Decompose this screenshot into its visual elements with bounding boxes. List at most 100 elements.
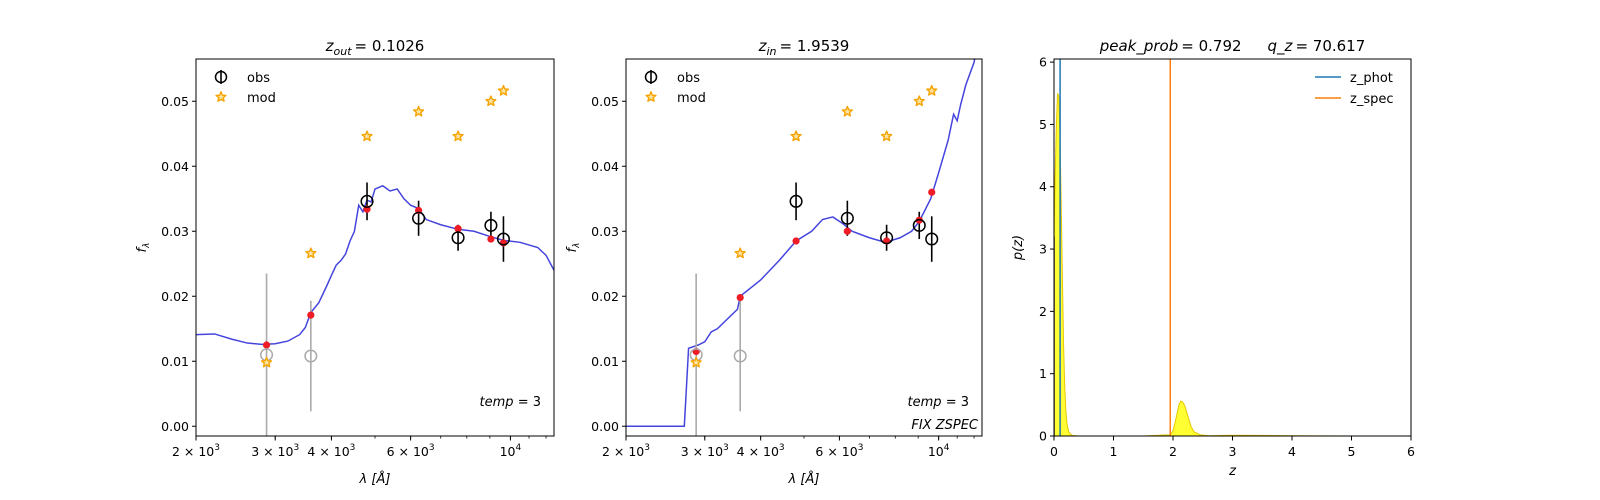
- mod-star: [734, 247, 746, 259]
- legend-label-obs: obs: [247, 71, 270, 86]
- legend-marker-mod: [645, 91, 657, 102]
- xlabel-post: ]: [384, 472, 390, 487]
- annotation-var: temp: [908, 395, 942, 410]
- y-tick-label: 0.04: [161, 159, 189, 174]
- title-var-qz: q_z: [1268, 37, 1294, 56]
- panel-title: peak_prob = 0.792 q_z = 70.617: [1099, 37, 1366, 56]
- y-tick-label: 6: [1039, 55, 1047, 70]
- ylabel-sub: λ: [142, 243, 152, 249]
- model-flux-point: [928, 188, 936, 196]
- model-flux-point: [843, 227, 851, 235]
- y-tick-label: 0.00: [161, 419, 189, 434]
- y-tick-label: 0.05: [591, 94, 619, 109]
- annotation-value: = 3: [514, 395, 541, 410]
- x-tick-label: 104: [500, 443, 522, 459]
- y-tick-label: 2: [1039, 304, 1047, 319]
- obs-point: [789, 194, 803, 208]
- plot-area: [1054, 59, 1352, 436]
- x-tick-label: 6: [1407, 444, 1415, 459]
- y-axis-label: p(z): [1011, 235, 1026, 261]
- mod-star: [913, 95, 925, 107]
- x-tick-label: 1: [1110, 444, 1118, 459]
- x-tick-label: 0: [1050, 444, 1058, 459]
- ylabel-var: f: [565, 245, 580, 252]
- x-tick-exponent: 3: [723, 443, 729, 453]
- x-tick-mantissa: 3 × 10: [681, 444, 723, 459]
- obs-point: [496, 232, 510, 246]
- mod-star: [497, 84, 510, 96]
- obs-point: [412, 211, 426, 225]
- sed-model-line: [196, 184, 554, 346]
- obs-point: [484, 218, 498, 232]
- model-flux-point: [454, 225, 462, 233]
- mod-star: [880, 130, 893, 142]
- xlabel-pre: λ [: [359, 472, 378, 487]
- ylabel-var: f: [135, 245, 150, 252]
- x-axis-label: λ [Å]: [359, 471, 391, 487]
- title-var-peak-prob: peak_prob: [1099, 37, 1179, 56]
- xlabel-unit: Å: [375, 471, 385, 487]
- mod-star: [485, 95, 497, 107]
- x-tick-exponent: 3: [429, 443, 435, 453]
- y-tick-label: 1: [1039, 366, 1047, 381]
- legend-label-z-phot: z_phot: [1350, 71, 1393, 86]
- y-tick-label: 0.02: [161, 289, 189, 304]
- sed-panel-zout: zout = 0.1026 λ [Å] fλ obs mod temp = 3 0…: [135, 37, 555, 487]
- x-tick-label: 2 × 103: [602, 443, 650, 459]
- x-tick-mantissa: 10: [500, 444, 516, 459]
- model-flux-point: [487, 235, 495, 243]
- x-tick-mantissa: 3 × 10: [251, 444, 293, 459]
- x-tick-exponent: 3: [858, 443, 864, 453]
- obs-point: [451, 231, 465, 245]
- x-tick-label: 4: [1288, 444, 1296, 459]
- annotation-fix-zspec: FIX ZSPEC: [911, 418, 979, 433]
- x-tick-exponent: 3: [644, 443, 650, 453]
- model-flux-point: [262, 341, 271, 349]
- obs-point: [304, 349, 318, 363]
- panel-title: zin = 1.9539: [758, 37, 850, 58]
- x-tick-label: 4 × 103: [307, 443, 355, 459]
- sed-model-line: [626, 59, 976, 427]
- mod-star: [452, 130, 464, 142]
- x-tick-label: 104: [928, 443, 950, 459]
- obs-point: [733, 349, 747, 363]
- annotation-temp: temp = 3: [480, 395, 541, 410]
- y-tick-label: 0.01: [161, 354, 189, 369]
- y-tick-label: 0.05: [161, 94, 189, 109]
- legend-label-mod: mod: [247, 91, 276, 106]
- y-axis-label: fλ: [135, 243, 152, 253]
- title-sub: in: [767, 45, 777, 58]
- x-tick-label: 2: [1169, 444, 1177, 459]
- model-flux-point: [736, 293, 744, 302]
- legend-marker-obs: [644, 70, 658, 84]
- legend: z_phot z_spec: [1315, 71, 1394, 107]
- model-flux-point: [792, 237, 800, 245]
- x-tick-exponent: 3: [350, 443, 356, 453]
- x-tick-exponent: 3: [779, 443, 785, 453]
- title-value-qz: = 70.617: [1295, 37, 1365, 55]
- title-value: = 1.9539: [780, 37, 850, 55]
- x-tick-mantissa: 10: [928, 444, 944, 459]
- y-tick-label: 0.03: [591, 224, 619, 239]
- sed-panel-zin: zin = 1.9539 λ [Å] fλ obs mod temp = 3 FI…: [565, 37, 983, 487]
- y-tick-label: 4: [1039, 179, 1047, 194]
- x-tick-mantissa: 2 × 10: [602, 444, 644, 459]
- x-tick-label: 6 × 103: [815, 443, 863, 459]
- legend-marker-mod: [215, 91, 227, 102]
- mod-star: [260, 356, 273, 368]
- legend: obs mod: [644, 70, 706, 106]
- y-tick-label: 5: [1039, 117, 1047, 132]
- y-tick-label: 0: [1039, 429, 1047, 444]
- title-var: z: [325, 37, 335, 55]
- mod-star: [841, 105, 853, 117]
- pz-curve: [1054, 93, 1352, 436]
- pz-panel: peak_prob = 0.792 q_z = 70.617 z p(z) z_pho…: [1011, 37, 1415, 479]
- y-tick-label: 0.04: [591, 159, 619, 174]
- xlabel-unit: Å: [804, 471, 814, 487]
- obs-point: [912, 218, 926, 232]
- x-tick-exponent: 4: [515, 443, 521, 453]
- annotation-value: = 3: [942, 395, 969, 410]
- title-sub: out: [334, 45, 353, 58]
- x-tick-mantissa: 6 × 10: [815, 444, 857, 459]
